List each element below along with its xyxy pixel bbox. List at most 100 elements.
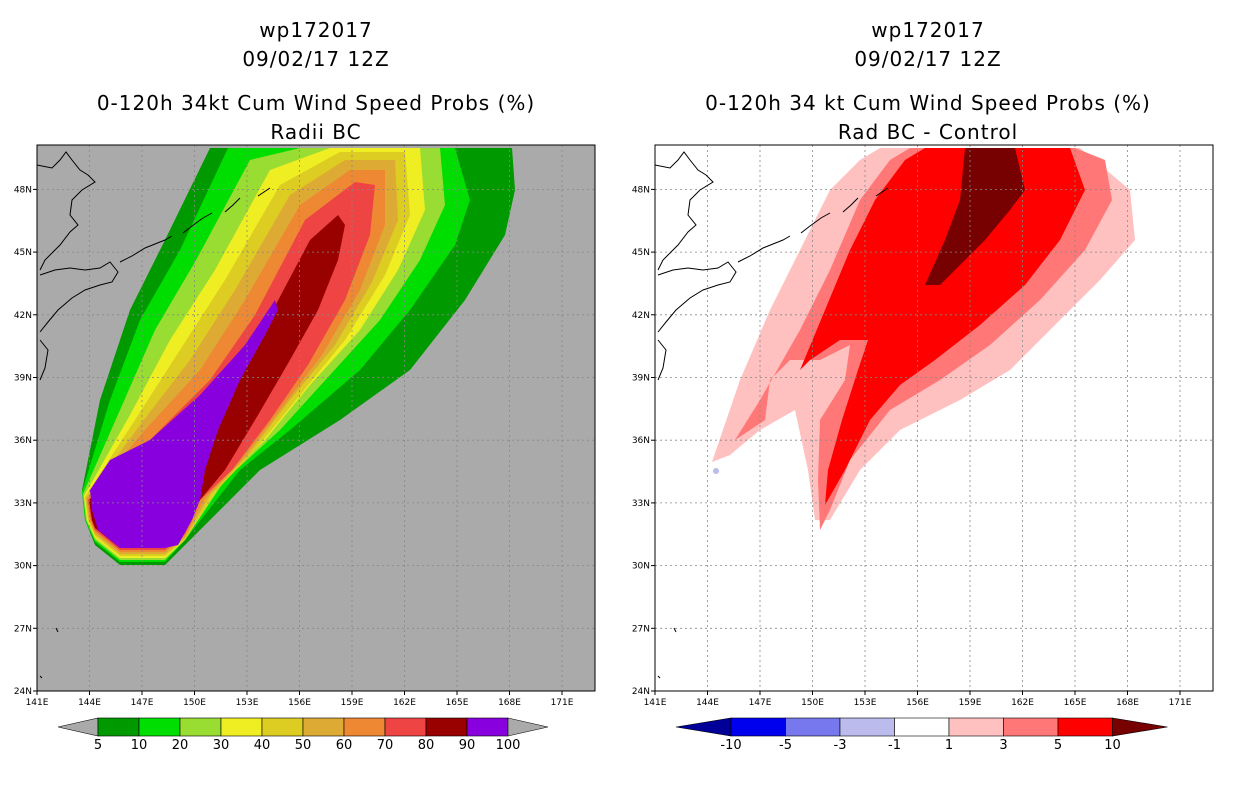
left-title-line1: wp172017	[259, 18, 373, 42]
colorbar-label: 10	[131, 738, 148, 753]
coastline	[36, 151, 96, 271]
y-tick-label: 39N	[632, 374, 650, 384]
right-coastlines	[654, 151, 889, 679]
colorbar-swatch	[948, 717, 1004, 737]
x-tick-label: 156E	[288, 698, 311, 708]
x-tick-label: 171E	[1169, 698, 1192, 708]
left-map-panel	[37, 145, 595, 691]
colorbar-swatch	[425, 717, 468, 737]
x-tick-label: 147E	[749, 698, 772, 708]
y-tick-label: 36N	[14, 436, 32, 446]
y-tick-label: 48N	[14, 185, 32, 195]
colorbar-swatch	[894, 717, 950, 737]
right-map-overlay: 141E 144E 147E 150E 153E 156E 159E 162E 165E 168E…	[632, 144, 1214, 708]
colorbar-label: 5	[94, 738, 102, 753]
right-title-line1: wp172017	[871, 18, 985, 42]
y-tick-label: 39N	[14, 374, 32, 384]
right-title-line3: 0-120h 34 kt Cum Wind Speed Probs (%)	[705, 91, 1151, 115]
x-tick-label: 165E	[1064, 698, 1087, 708]
colorbar-label: -10	[720, 738, 741, 753]
coastline	[657, 339, 667, 381]
colorbar-high-arrow	[507, 717, 549, 737]
right-map-panel	[655, 145, 1213, 691]
x-tick-label: 156E	[906, 698, 929, 708]
x-tick-label: 162E	[393, 698, 416, 708]
coastline	[737, 235, 791, 263]
coastline	[39, 261, 119, 333]
colorbar-label: 90	[459, 738, 476, 753]
coastline	[842, 197, 859, 213]
colorbar-label: 3	[999, 738, 1007, 753]
y-tick-label: 30N	[14, 562, 32, 572]
colorbar-label: 60	[336, 738, 353, 753]
colorbar-swatch	[730, 717, 786, 737]
x-tick-label: 141E	[644, 698, 667, 708]
colorbar-label: 40	[254, 738, 271, 753]
colorbar-label: 100	[496, 738, 521, 753]
coastline	[39, 339, 49, 381]
colorbar-swatch	[466, 717, 509, 737]
x-tick-label: 147E	[131, 698, 154, 708]
colorbar-label: 30	[213, 738, 230, 753]
colorbar-label: -1	[888, 738, 901, 753]
diff-band-5-10	[800, 148, 1085, 505]
colorbar-swatch	[384, 717, 427, 737]
colorbar-label: 10	[1104, 738, 1121, 753]
x-tick-label: 159E	[341, 698, 364, 708]
colorbar-label: -5	[779, 738, 792, 753]
colorbar-swatch	[839, 717, 895, 737]
colorbar-swatch	[220, 717, 263, 737]
coastline	[875, 187, 889, 197]
y-tick-label: 27N	[14, 624, 32, 634]
left-coastlines	[36, 151, 271, 679]
y-tick-label: 48N	[632, 185, 650, 195]
y-tick-label: 42N	[632, 311, 650, 321]
colorbar-swatch	[785, 717, 841, 737]
x-tick-label: 141E	[26, 698, 49, 708]
y-tick-label: 45N	[14, 248, 32, 258]
colorbar-low-arrow	[57, 717, 99, 737]
coastline	[654, 151, 714, 271]
diff-negative-spot	[713, 468, 719, 474]
left-colorbar: 5 10 20 30 40 50 60 70 80 90 100	[57, 717, 549, 753]
left-title-line3: 0-120h 34kt Cum Wind Speed Probs (%)	[96, 91, 536, 115]
coastline	[257, 187, 271, 197]
colorbar-label: 5	[1054, 738, 1062, 753]
x-tick-label: 171E	[551, 698, 574, 708]
colorbar-low-arrow	[675, 717, 732, 737]
colorbar-label: 50	[295, 738, 312, 753]
colorbar-label: 1	[945, 738, 953, 753]
colorbar-swatch	[302, 717, 345, 737]
coastline	[657, 261, 737, 333]
prob-band-90	[90, 300, 278, 548]
x-tick-label: 153E	[854, 698, 877, 708]
y-tick-label: 24N	[14, 687, 32, 697]
x-tick-label: 153E	[236, 698, 259, 708]
left-title-line4: Radii BC	[270, 120, 362, 144]
right-colorbar: -10 -5 -3 -1 1 3 5 10	[675, 717, 1168, 753]
x-tick-label: 159E	[959, 698, 982, 708]
right-title-line2: 09/02/17 12Z	[854, 47, 1002, 71]
y-tick-label: 45N	[632, 248, 650, 258]
y-tick-label: 27N	[632, 624, 650, 634]
x-tick-label: 168E	[498, 698, 521, 708]
right-gridlines	[655, 145, 1213, 691]
y-tick-label: 36N	[632, 436, 650, 446]
x-tick-label: 162E	[1011, 698, 1034, 708]
y-tick-label: 33N	[632, 499, 650, 509]
right-title-line4: Rad BC - Control	[837, 120, 1019, 144]
x-tick-label: 165E	[446, 698, 469, 708]
colorbar-swatch	[1003, 717, 1059, 737]
colorbar-swatch	[138, 717, 181, 737]
left-probability-field	[82, 148, 515, 565]
colorbar-high-arrow	[1112, 717, 1168, 737]
colorbar-label: -3	[834, 738, 847, 753]
left-title-line2: 09/02/17 12Z	[242, 47, 390, 71]
x-tick-label: 168E	[1116, 698, 1139, 708]
y-tick-label: 24N	[632, 687, 650, 697]
left-gridlines	[37, 145, 595, 691]
y-tick-label: 42N	[14, 311, 32, 321]
colorbar-label: 80	[418, 738, 435, 753]
colorbar-swatch	[261, 717, 304, 737]
